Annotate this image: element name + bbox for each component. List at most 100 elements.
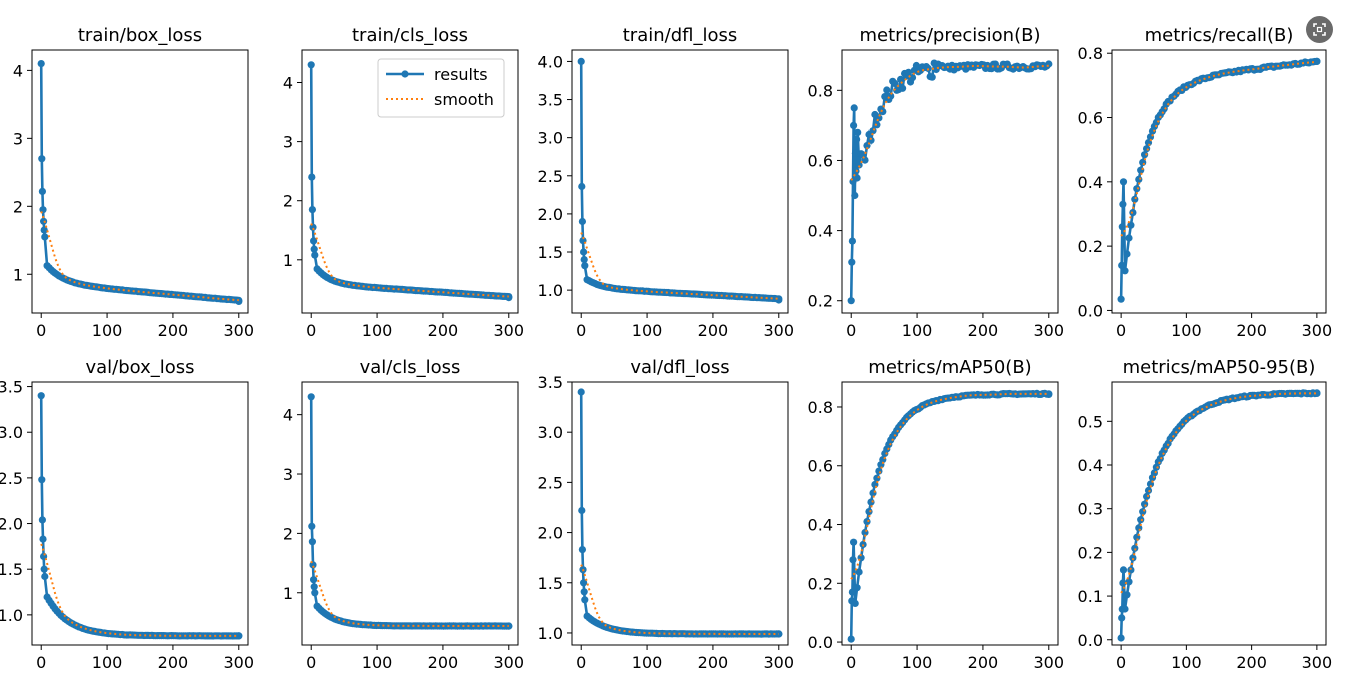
x-tick-label: 0	[576, 653, 586, 672]
results-line	[579, 391, 781, 636]
axes-frame	[1111, 49, 1327, 314]
smooth-line	[1120, 61, 1317, 237]
x-tick-label: 300	[1302, 653, 1333, 672]
results-point	[308, 206, 316, 214]
x-tick-label: 100	[902, 321, 933, 340]
y-tick-label: 3.5	[538, 373, 563, 392]
y-tick-label: 2.5	[538, 473, 563, 492]
results-point	[775, 630, 783, 638]
x-tick-label: 200	[698, 653, 729, 672]
y-tick-label: 0.4	[808, 516, 833, 535]
x-tick-label: 200	[428, 321, 459, 340]
results-point	[311, 589, 319, 597]
y-tick-label: 1	[283, 584, 293, 603]
axes-frame	[841, 49, 1059, 314]
subplot-title: val/dfl_loss	[630, 357, 729, 378]
results-point	[235, 297, 243, 305]
y-tick-label: 0.5	[1078, 412, 1103, 431]
y-tick-label: 0.0	[1078, 301, 1103, 320]
x-tick-label: 200	[968, 653, 999, 672]
results-point	[1313, 389, 1321, 397]
results-line	[849, 391, 1051, 640]
legend-results-marker	[401, 70, 409, 78]
results-point	[1313, 57, 1321, 65]
results-point	[1141, 500, 1149, 508]
results-point	[308, 522, 316, 530]
smooth-line	[40, 211, 239, 302]
results-point	[879, 108, 887, 116]
y-tick-label: 0.4	[1078, 173, 1103, 192]
y-tick-label: 2.0	[538, 205, 563, 224]
subplot-title: val/cls_loss	[360, 357, 461, 378]
x-tick-label: 100	[92, 653, 123, 672]
results-point	[1117, 634, 1125, 642]
y-tick-label: 0.0	[1078, 631, 1103, 650]
subplot-title: train/dfl_loss	[623, 25, 738, 46]
results-point	[904, 68, 913, 76]
x-tick-label: 0	[36, 321, 46, 340]
results-point	[869, 127, 877, 135]
results-point	[850, 538, 858, 546]
fullscreen-button[interactable]	[1306, 16, 1333, 43]
y-tick-label: 1	[283, 251, 293, 270]
results-point	[855, 161, 863, 169]
results-point	[1121, 605, 1129, 613]
results-point	[853, 584, 861, 592]
results-point	[1119, 200, 1127, 208]
results-point	[38, 516, 47, 524]
smooth-line	[580, 564, 779, 635]
y-tick-label: 0.3	[1078, 500, 1103, 519]
results-point	[505, 294, 513, 302]
results-point	[851, 191, 859, 200]
results-point	[1143, 145, 1151, 153]
subplot-val-dfl-loss: val/dfl_loss 0 100 200 300 1.0 1.5 2.0 2.5 3.0 3.5	[538, 357, 795, 672]
subplot-title: train/cls_loss	[352, 25, 468, 46]
results-line	[1119, 60, 1319, 300]
legend-smooth-label: smooth	[434, 90, 494, 109]
results-point	[37, 60, 45, 68]
legend-results-label: results	[434, 65, 488, 84]
subplot-title: metrics/recall(B)	[1145, 25, 1294, 46]
subplot-title: train/box_loss	[78, 25, 202, 46]
results-point	[1119, 579, 1127, 587]
subplot-metrics-recall: metrics/recall(B) 0 100 200 300 0.0 0.2 0.4 0.6 0…	[1078, 25, 1333, 340]
results-point	[850, 121, 858, 129]
subplot-metrics-precision: metrics/precision(B) 0 100 200 300 0.2 0.4 0.6 0…	[808, 25, 1065, 340]
y-tick-label: 3.0	[538, 129, 563, 148]
y-tick-label: 1.5	[538, 243, 563, 262]
results-point	[867, 498, 875, 506]
results-point	[580, 248, 588, 256]
y-tick-label: 3	[283, 133, 293, 152]
subplot-title: val/box_loss	[85, 357, 194, 378]
results-point	[865, 508, 873, 516]
y-tick-label: 2.0	[538, 524, 563, 543]
subplot-train-box-loss: train/box_loss 0 100 200 300 1 2 3 4	[13, 25, 254, 340]
x-tick-label: 300	[1034, 321, 1065, 340]
results-point	[41, 572, 49, 581]
results-point	[577, 57, 585, 65]
results-point	[38, 187, 47, 195]
results-point	[37, 392, 45, 400]
axes-frame	[31, 49, 249, 314]
y-tick-label: 0.4	[1078, 456, 1103, 475]
x-tick-label: 0	[576, 321, 586, 340]
y-tick-label: 2	[13, 197, 23, 216]
results-point	[40, 226, 48, 234]
axes-frame	[31, 381, 249, 646]
results-point	[1129, 554, 1137, 562]
y-tick-label: 0.8	[808, 398, 833, 417]
results-point	[1118, 223, 1126, 231]
subplot-title: metrics/mAP50(B)	[868, 357, 1031, 378]
axes-frame	[301, 49, 519, 314]
results-point	[854, 128, 862, 136]
results-point	[848, 588, 857, 596]
results-point	[310, 576, 318, 584]
y-tick-label: 0.8	[1078, 44, 1103, 63]
results-point	[235, 632, 243, 640]
results-point	[848, 237, 857, 245]
x-tick-label: 0	[36, 653, 46, 672]
y-tick-label: 4	[13, 61, 23, 80]
y-tick-label: 0.2	[808, 292, 833, 311]
results-point	[850, 104, 858, 112]
